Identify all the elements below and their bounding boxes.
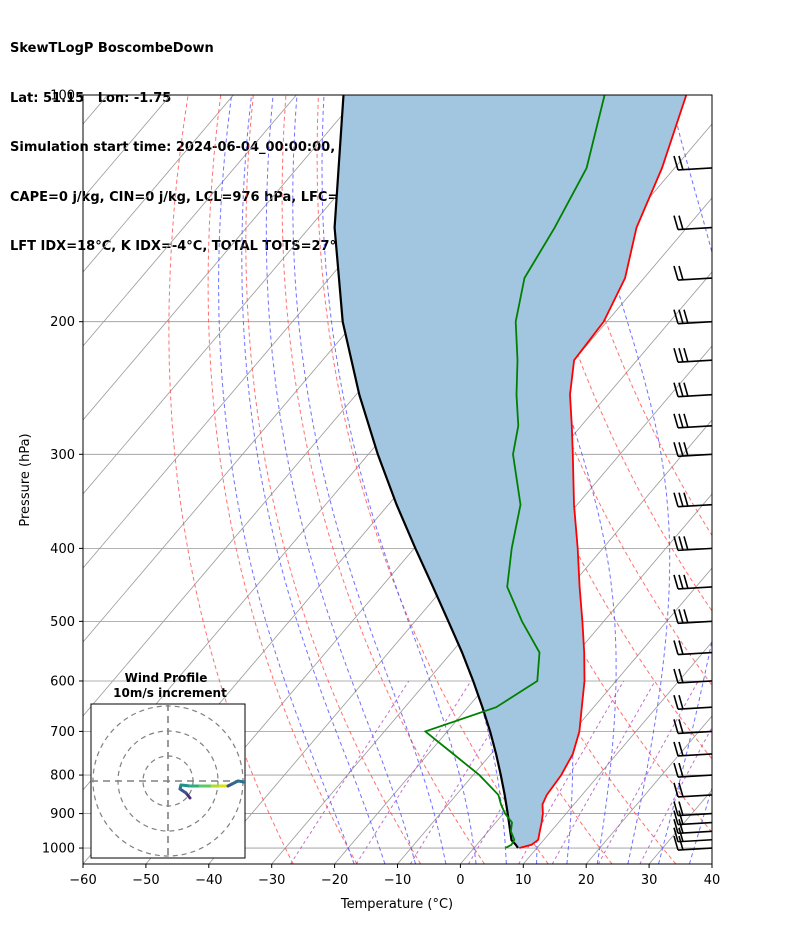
wind-barb xyxy=(673,741,713,757)
wind-barb xyxy=(673,827,713,843)
mixing-ratio-line xyxy=(355,680,472,864)
x-axis-label: Temperature (°C) xyxy=(340,897,453,912)
isotherm-line xyxy=(585,715,712,864)
x-tick-label: 20 xyxy=(578,873,595,888)
isotherm-line xyxy=(334,419,712,864)
wind-barb xyxy=(673,309,713,325)
y-tick-label: 900 xyxy=(50,807,75,822)
dry-adiabat xyxy=(513,95,712,612)
dry-adiabat xyxy=(207,95,358,864)
wind-barb xyxy=(673,155,713,171)
chart-title: SkewTLogP BoscombeDown xyxy=(10,41,214,56)
wind-barb xyxy=(673,442,713,458)
isotherm-line xyxy=(83,95,423,495)
y-tick-label: 600 xyxy=(50,674,75,689)
isotherm-line xyxy=(271,345,712,864)
wind-profile-title: Wind Profile xyxy=(125,671,208,685)
dry-adiabat xyxy=(350,95,613,864)
isotherm-line xyxy=(83,95,234,273)
mixing-ratio-line xyxy=(551,680,656,864)
y-axis-label: Pressure (hPa) xyxy=(18,433,33,526)
y-tick-label: 500 xyxy=(50,615,75,630)
x-tick-label: 30 xyxy=(641,873,658,888)
y-tick-label: 100 xyxy=(50,89,75,104)
dry-adiabat xyxy=(245,95,422,864)
wind-barb xyxy=(673,668,713,684)
moist-adiabat xyxy=(321,95,477,864)
isotherm-line xyxy=(83,95,297,347)
wind-barb xyxy=(673,762,713,778)
dry-adiabat xyxy=(168,95,294,864)
x-tick-label: −50 xyxy=(132,873,159,888)
mixing-ratio-line xyxy=(290,680,410,864)
mixing-ratio-line xyxy=(518,680,625,864)
cape-cin-area xyxy=(334,95,687,848)
dry-adiabat xyxy=(281,95,485,864)
wind-barb xyxy=(673,801,713,817)
wind-barb xyxy=(673,810,713,826)
wind-barb xyxy=(673,215,713,231)
x-tick-label: −10 xyxy=(384,873,411,888)
y-tick-label: 200 xyxy=(50,315,75,330)
dry-adiabat xyxy=(480,95,712,687)
location-line: Lat: 51.15 Lon: -1.75 xyxy=(10,90,172,106)
y-tick-label: 300 xyxy=(50,448,75,463)
x-tick-label: −40 xyxy=(195,873,222,888)
wind-barb xyxy=(673,265,713,281)
isotherm-line xyxy=(83,95,360,421)
wind-profile-inset: Wind Profile 10m/s increment xyxy=(90,671,246,859)
wind-barb xyxy=(673,694,713,710)
x-tick-label: −60 xyxy=(69,873,96,888)
moist-adiabat xyxy=(720,95,794,864)
temperature-line xyxy=(519,95,688,849)
x-tick-label: 40 xyxy=(704,873,721,888)
x-tick-label: −30 xyxy=(258,873,285,888)
y-tick-label: 400 xyxy=(50,542,75,557)
wind-barb xyxy=(673,719,713,735)
moist-adiabat xyxy=(218,95,355,864)
hodograph-segment xyxy=(236,779,245,784)
isotherm-line xyxy=(711,863,712,864)
x-tick-label: 0 xyxy=(456,873,464,888)
moist-adiabat xyxy=(688,786,712,864)
moist-adiabat xyxy=(292,95,447,864)
x-tick-label: −20 xyxy=(321,873,348,888)
wind-barb xyxy=(673,536,713,552)
dry-adiabat xyxy=(546,95,712,537)
y-tick-label: 800 xyxy=(50,769,75,784)
wind-barb xyxy=(673,413,713,429)
moist-adiabat xyxy=(570,95,671,864)
wind-barb xyxy=(673,835,713,851)
hodograph-segment xyxy=(179,783,192,788)
y-tick-label: 1000 xyxy=(42,842,75,857)
dewpoint-line xyxy=(423,95,606,849)
mixing-ratio-line xyxy=(597,680,699,864)
moist-adiabat xyxy=(658,95,712,864)
wind-barb xyxy=(673,640,713,656)
wind-barb xyxy=(673,782,713,798)
wind-barb xyxy=(673,492,713,508)
x-tick-label: 10 xyxy=(515,873,532,888)
y-tick-label: 700 xyxy=(50,725,75,740)
wind-barb xyxy=(673,819,713,835)
wind-barb xyxy=(673,609,713,625)
isotherm-line xyxy=(522,641,712,864)
moist-adiabat xyxy=(265,95,416,864)
moist-adiabat xyxy=(241,95,386,864)
parcel-profile-line xyxy=(333,95,519,849)
wind-barb xyxy=(673,574,713,590)
isotherm-line xyxy=(648,789,712,864)
wind-profile-subtitle: 10m/s increment xyxy=(113,686,227,700)
wind-barb xyxy=(673,347,713,364)
wind-barb xyxy=(673,382,713,398)
